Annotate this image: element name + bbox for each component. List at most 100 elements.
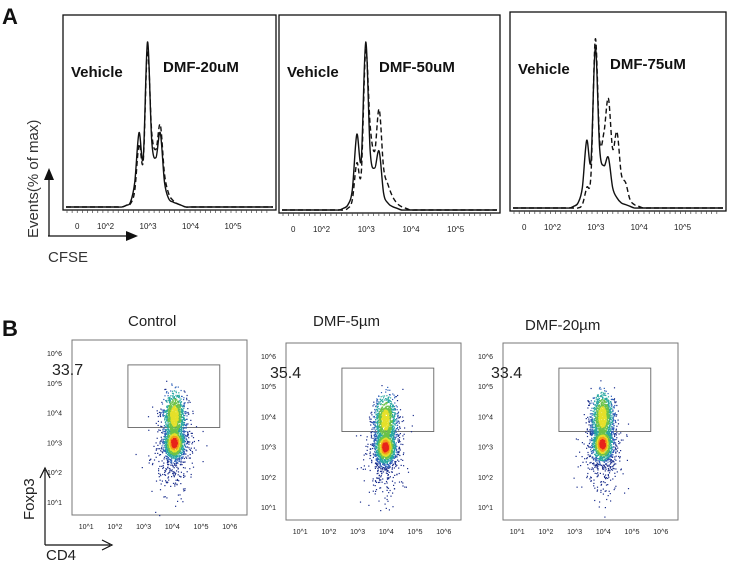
- event-dot: [178, 436, 180, 438]
- event-dot: [384, 433, 386, 435]
- event-dot: [381, 441, 383, 443]
- event-dot: [392, 446, 394, 448]
- event-dot: [389, 457, 391, 459]
- y-tick-label: 10^1: [47, 500, 62, 507]
- event-dot: [375, 490, 377, 492]
- event-dot: [381, 407, 383, 410]
- event-dot: [383, 464, 385, 467]
- event-dot: [173, 449, 175, 451]
- event-dot: [180, 462, 182, 464]
- event-dot: [383, 397, 385, 399]
- event-dot: [392, 404, 394, 406]
- event-dot: [392, 425, 394, 427]
- event-dot: [183, 454, 185, 456]
- event-dot: [164, 418, 166, 420]
- event-dot: [182, 434, 184, 436]
- event-dot: [392, 437, 394, 440]
- event-dot: [184, 461, 186, 463]
- event-dot: [169, 397, 171, 399]
- event-dot: [375, 408, 377, 411]
- event-dot: [177, 452, 179, 454]
- event-dot: [385, 409, 387, 411]
- event-dot: [391, 425, 393, 427]
- event-dot: [181, 395, 183, 397]
- event-dot: [393, 414, 396, 416]
- event-dot: [191, 435, 193, 437]
- event-dot: [391, 471, 393, 473]
- event-dot: [173, 453, 175, 455]
- event-dot: [164, 474, 166, 476]
- event-dot: [168, 426, 171, 428]
- event-dot: [183, 433, 185, 435]
- y-tick-label: 10^4: [47, 411, 62, 418]
- event-dot: [398, 417, 400, 419]
- event-dot: [389, 403, 391, 405]
- event-dot: [389, 489, 391, 492]
- event-dot: [388, 416, 390, 418]
- event-dot: [386, 417, 388, 419]
- event-dot: [180, 389, 182, 392]
- event-dot: [396, 428, 398, 430]
- event-dot: [174, 406, 176, 408]
- event-dot: [165, 415, 167, 417]
- event-dot: [393, 457, 396, 459]
- event-dot: [169, 432, 171, 434]
- event-dot: [185, 456, 187, 458]
- event-dot: [393, 409, 395, 411]
- event-dot: [165, 424, 167, 426]
- event-dot: [389, 452, 391, 454]
- event-dot: [171, 420, 173, 422]
- event-dot: [372, 480, 374, 482]
- event-dot: [158, 470, 160, 472]
- event-dot: [398, 439, 400, 441]
- event-dot: [386, 424, 388, 426]
- event-dot: [398, 441, 400, 443]
- event-dot: [390, 436, 392, 438]
- event-dot: [179, 433, 181, 435]
- event-dot: [164, 434, 166, 436]
- event-dot: [152, 406, 154, 408]
- event-dot: [176, 419, 178, 421]
- event-dot: [376, 400, 378, 402]
- event-dot: [375, 443, 377, 445]
- event-dot: [389, 394, 391, 396]
- event-dot: [376, 416, 378, 418]
- event-dot: [184, 489, 186, 491]
- event-dot: [169, 421, 171, 423]
- event-dot: [173, 414, 175, 416]
- event-dot: [383, 399, 385, 401]
- event-dot: [174, 398, 176, 400]
- event-dot: [379, 459, 381, 461]
- event-dot: [386, 460, 388, 462]
- event-dot: [382, 467, 384, 469]
- event-dot: [377, 457, 379, 459]
- event-dot: [392, 419, 394, 421]
- event-dot: [189, 441, 191, 443]
- event-dot: [377, 431, 380, 433]
- event-dot: [141, 467, 143, 469]
- event-dot: [386, 456, 388, 458]
- event-dot: [380, 510, 382, 512]
- event-dot: [172, 428, 174, 430]
- event-dot: [162, 429, 164, 431]
- event-dot: [385, 419, 387, 421]
- event-dot: [393, 417, 395, 419]
- event-dot: [375, 459, 377, 461]
- event-dot: [167, 440, 169, 442]
- event-dot: [391, 437, 393, 439]
- event-dot: [377, 424, 379, 426]
- event-dot: [370, 412, 372, 414]
- event-dot: [396, 453, 398, 455]
- event-dot: [183, 490, 185, 492]
- event-dot: [369, 457, 371, 460]
- event-dot: [192, 410, 194, 412]
- event-dot: [179, 494, 181, 496]
- event-dot: [388, 412, 390, 414]
- event-dot: [390, 446, 392, 448]
- event-dot: [378, 436, 380, 438]
- event-dot: [168, 454, 170, 456]
- event-dot: [166, 449, 168, 451]
- event-dot: [391, 441, 393, 443]
- event-dot: [385, 412, 387, 414]
